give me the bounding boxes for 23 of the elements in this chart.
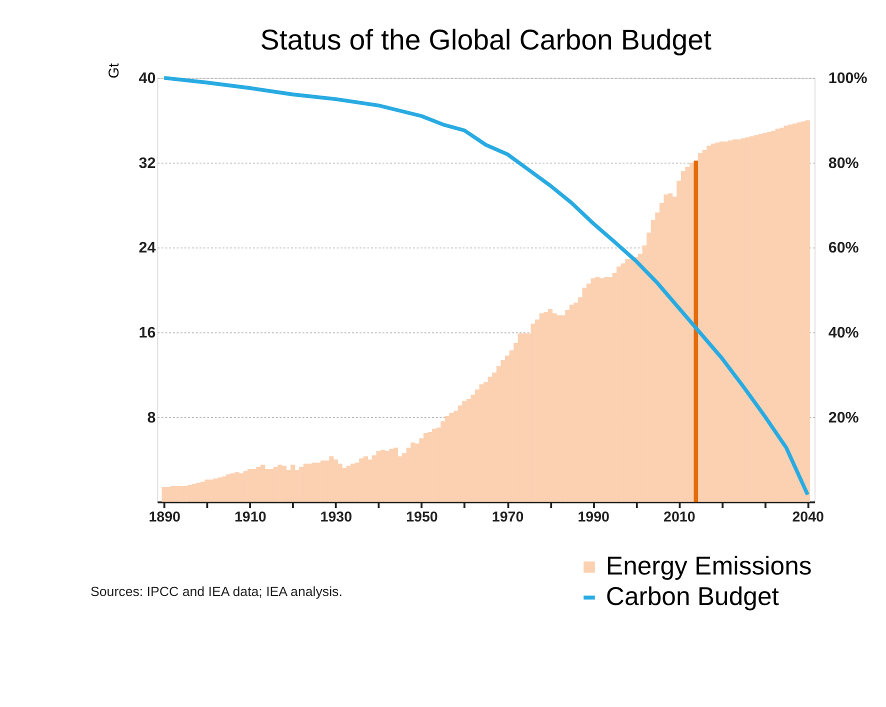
y2-tick-label: 20%	[828, 409, 860, 426]
y-tick-label: 16	[138, 324, 156, 342]
x-tick-label: 2010	[664, 509, 696, 526]
y2-tick-label: 40%	[828, 324, 860, 342]
x-tick-label: 1970	[492, 509, 524, 526]
y-tick-label: 40	[138, 70, 156, 88]
source-note: Sources: IPCC and IEA data; IEA analysis.	[90, 584, 342, 600]
x-tick-label: 1950	[406, 509, 438, 526]
y-tick-label: 32	[138, 154, 156, 172]
y2-tick-label: 60%	[828, 240, 860, 257]
chart-title: Status of the Global Carbon Budget	[260, 24, 712, 56]
x-tick-label: 1890	[148, 509, 181, 526]
legend-label: Energy Emissions	[606, 552, 812, 581]
x-tick-label: 1930	[320, 509, 352, 526]
y-tick-label: 8	[147, 409, 156, 426]
x-tick-label: 1990	[578, 509, 610, 526]
y2-tick-label: 80%	[828, 154, 860, 172]
legend-label: Carbon Budget	[606, 583, 779, 612]
y-axis-title: Gt	[106, 63, 123, 78]
y-tick-label: 24	[138, 240, 156, 257]
x-tick-label: 2040	[792, 509, 824, 526]
y2-tick-label: 100%	[828, 70, 868, 88]
x-tick-label: 1910	[234, 509, 266, 526]
